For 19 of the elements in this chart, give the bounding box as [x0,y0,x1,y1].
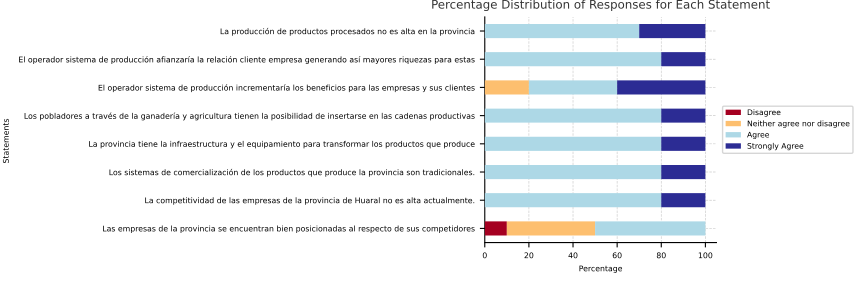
bar [484,52,662,66]
chart-title: Percentage Distribution of Responses for Each Statement [432,0,770,12]
bar [661,193,706,208]
bar [484,136,662,151]
bar [484,193,662,208]
bar [617,80,706,94]
bar [484,164,662,180]
bar [661,164,706,180]
bar [661,52,706,66]
bar [528,80,618,94]
bar [661,108,706,123]
bar [661,136,706,151]
bar [484,80,529,94]
bar [595,221,706,236]
bar [639,24,706,38]
bar [484,221,507,236]
bar [506,221,596,236]
bar [484,24,640,38]
bar [484,108,662,123]
